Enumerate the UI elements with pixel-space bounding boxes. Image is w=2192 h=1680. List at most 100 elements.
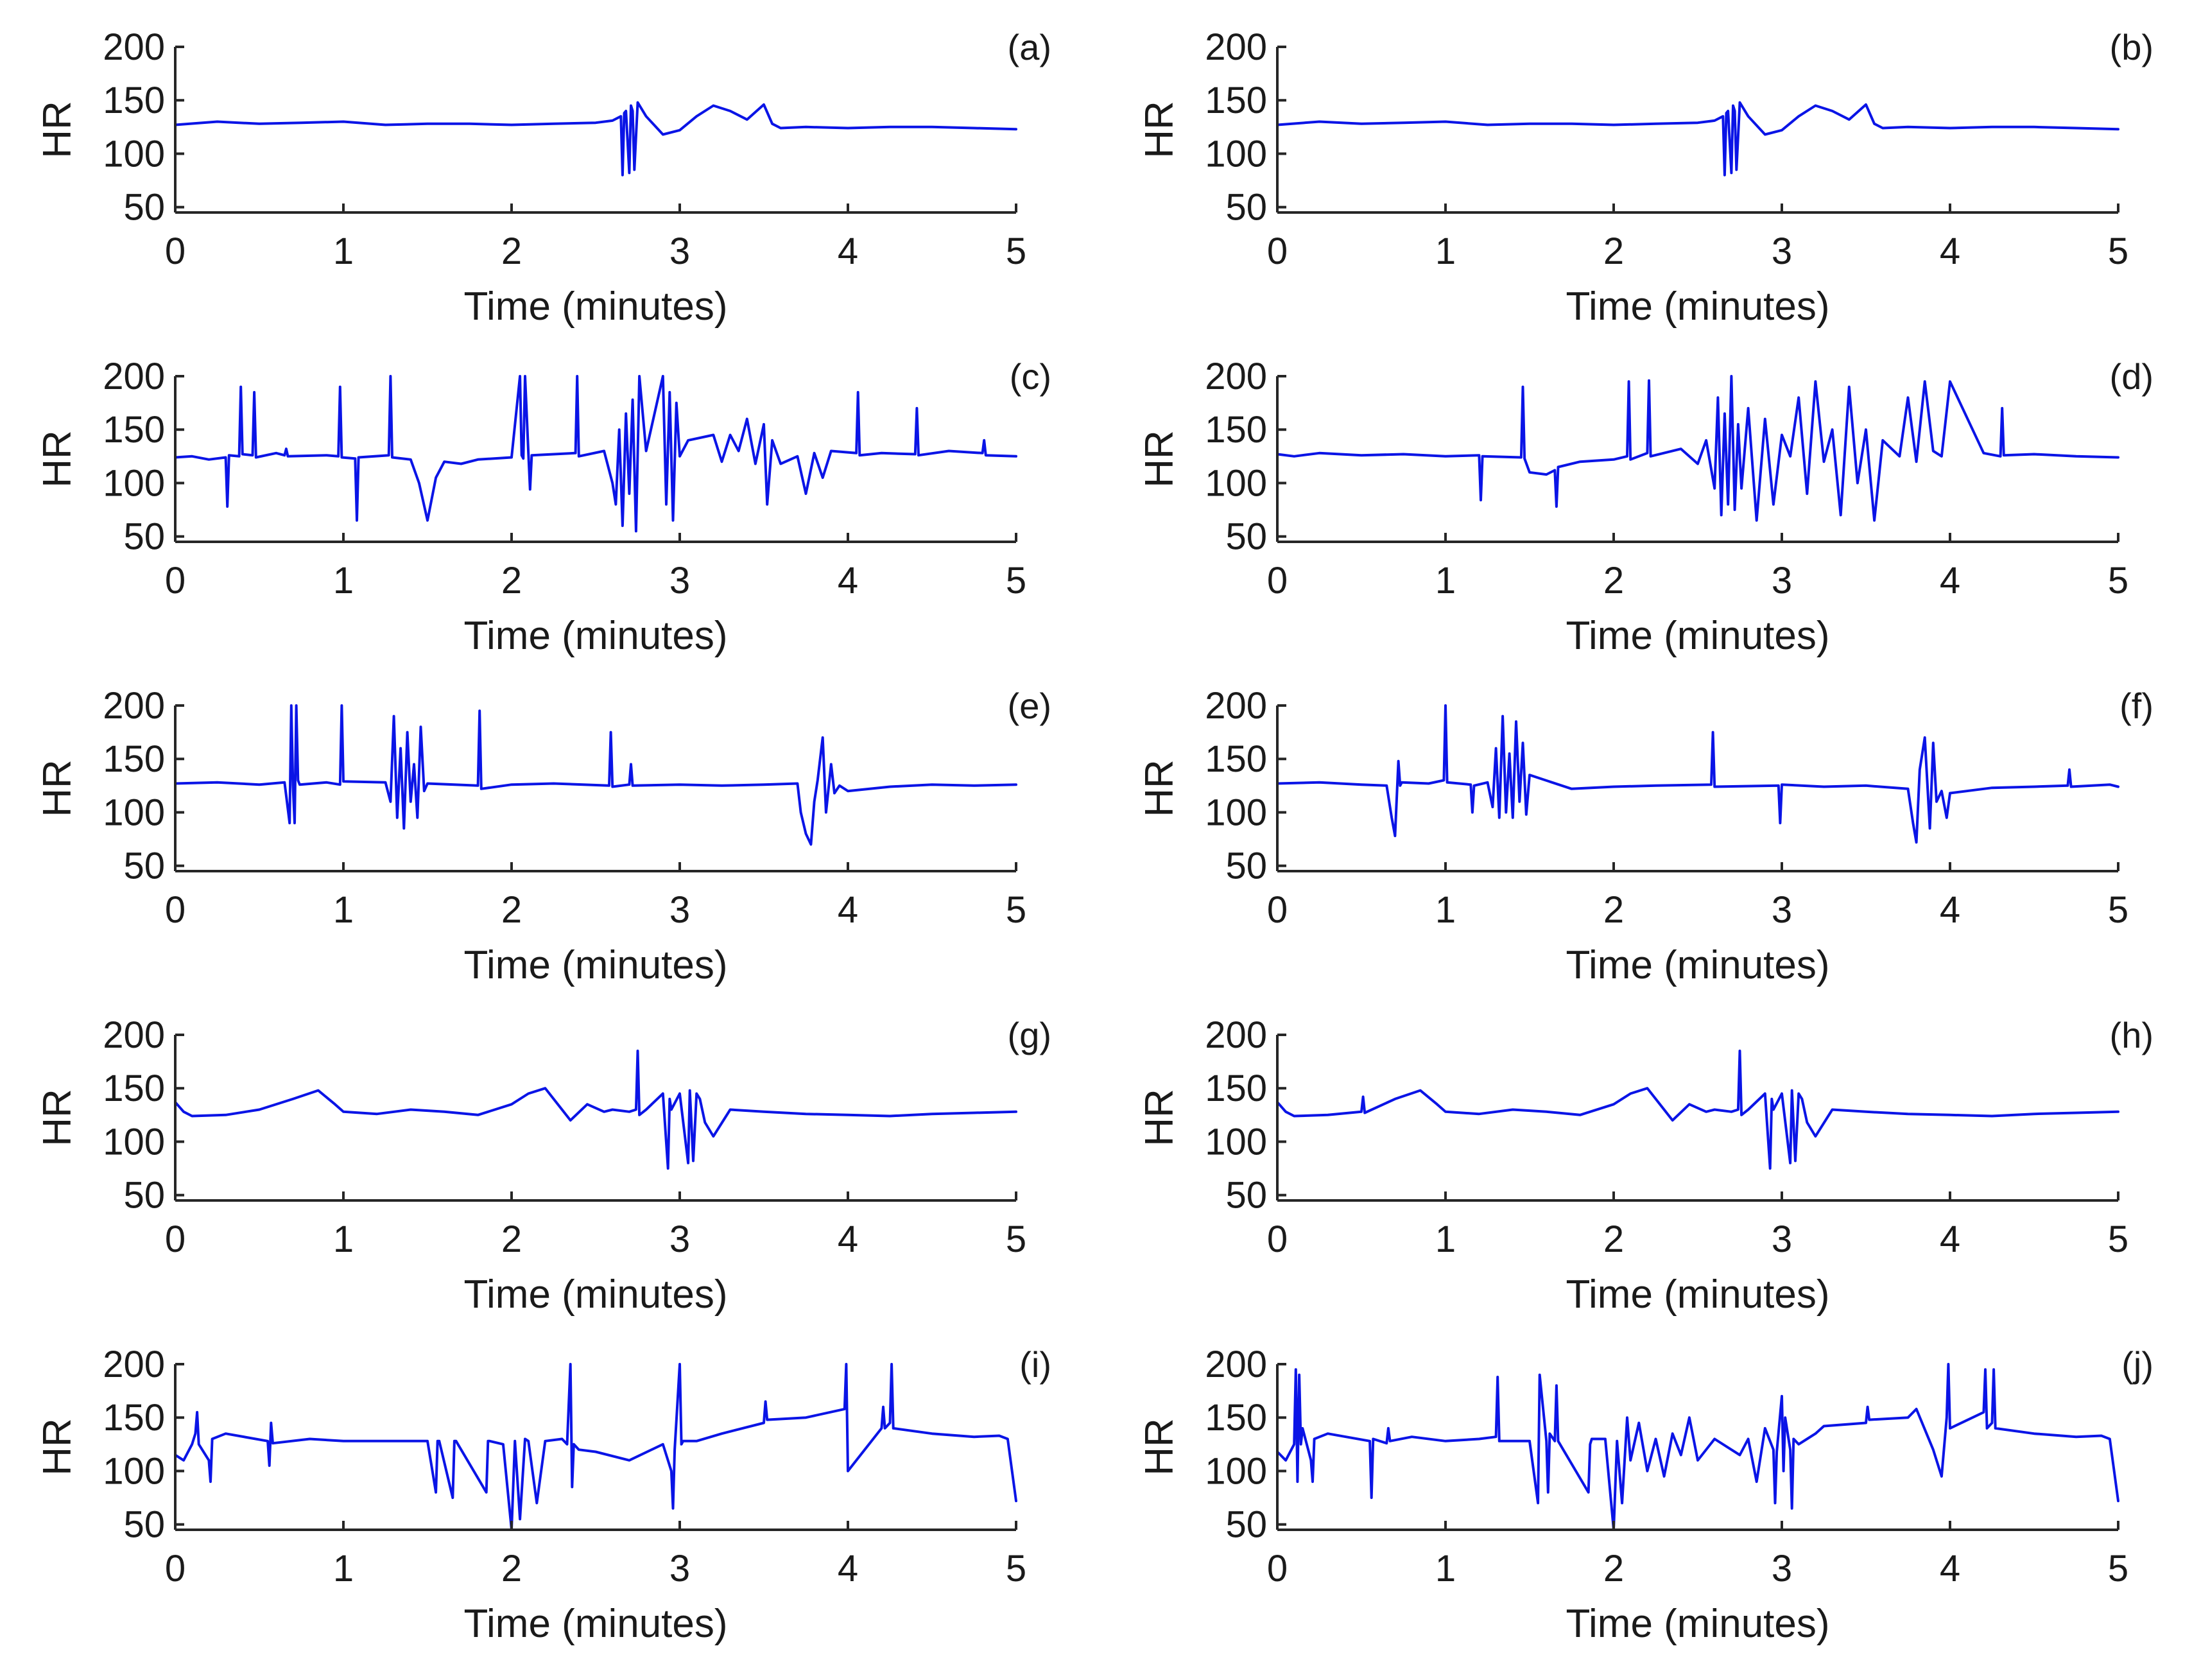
y-tick-label: 200 <box>103 1014 165 1056</box>
x-tick-label: 1 <box>1435 1218 1456 1260</box>
x-tick-label: 0 <box>165 560 186 602</box>
y-axis-label: HR <box>35 430 80 488</box>
y-tick-label: 150 <box>103 80 165 121</box>
y-tick-label: 50 <box>123 1504 165 1546</box>
y-axis-label: HR <box>1137 1418 1182 1476</box>
x-axis-label: Time (minutes) <box>1566 284 1829 329</box>
x-tick-label: 5 <box>2108 230 2128 272</box>
x-tick-label: 0 <box>1267 1218 1288 1260</box>
series-line-hr <box>174 1050 1017 1170</box>
y-tick-label: 200 <box>1205 356 1267 397</box>
x-tick-label: 2 <box>1603 560 1624 602</box>
y-tick-label: 100 <box>103 1450 165 1492</box>
x-tick-label: 5 <box>1006 560 1026 602</box>
panel-label: (e) <box>1008 686 1051 726</box>
x-axis-label: Time (minutes) <box>463 1272 727 1317</box>
x-axis-label: Time (minutes) <box>1566 614 1829 658</box>
y-tick-label: 100 <box>103 1121 165 1163</box>
y-tick-label: 200 <box>1205 1014 1267 1056</box>
x-tick-label: 2 <box>501 1218 522 1260</box>
panel-label: (f) <box>2119 686 2153 726</box>
y-tick-label: 150 <box>103 1068 165 1109</box>
y-tick-label: 100 <box>103 792 165 833</box>
y-tick-label: 50 <box>123 187 165 229</box>
panel-label: (j) <box>2121 1344 2153 1385</box>
y-tick-label: 50 <box>1225 1504 1267 1546</box>
x-tick-label: 2 <box>501 560 522 602</box>
x-tick-label: 5 <box>2108 889 2128 931</box>
x-tick-label: 0 <box>1267 1548 1288 1589</box>
x-tick-label: 5 <box>1006 230 1026 272</box>
y-tick-label: 150 <box>103 1397 165 1439</box>
y-tick-label: 50 <box>123 1175 165 1217</box>
x-tick-label: 0 <box>1267 230 1288 272</box>
y-tick-label: 150 <box>103 738 165 780</box>
x-tick-label: 5 <box>1006 1548 1026 1589</box>
y-tick-label: 150 <box>1205 409 1267 451</box>
x-tick-label: 4 <box>838 1218 858 1260</box>
x-tick-label: 3 <box>1772 230 1792 272</box>
y-axis-label: HR <box>35 1089 80 1147</box>
x-tick-label: 5 <box>1006 1218 1026 1260</box>
panel-label: (a) <box>1008 27 1051 67</box>
y-tick-label: 150 <box>1205 1397 1267 1439</box>
x-tick-label: 2 <box>1603 1548 1624 1589</box>
y-axis-label: HR <box>35 759 80 817</box>
y-axis-label: HR <box>1137 1089 1182 1147</box>
x-tick-label: 2 <box>501 889 522 931</box>
x-tick-label: 0 <box>1267 560 1288 602</box>
x-axis-label: Time (minutes) <box>1566 1272 1829 1317</box>
panel-g: 0 1 2 3 4 5 50 100 150 200 Time (minutes) HR (g) <box>35 1014 1051 1317</box>
x-tick-label: 2 <box>1603 889 1624 931</box>
y-tick-label: 200 <box>103 685 165 727</box>
y-axis-label: HR <box>35 1418 80 1476</box>
panel-d: 0 1 2 3 4 5 50 100 150 200 Time (minutes) HR (d) <box>1137 356 2153 658</box>
y-tick-label: 150 <box>1205 738 1267 780</box>
x-tick-label: 0 <box>165 1218 186 1260</box>
y-tick-label: 150 <box>1205 1068 1267 1109</box>
x-tick-label: 1 <box>1435 560 1456 602</box>
x-tick-label: 2 <box>1603 1218 1624 1260</box>
series-line-hr <box>1276 1363 2119 1531</box>
x-tick-label: 0 <box>165 230 186 272</box>
x-tick-label: 4 <box>838 230 858 272</box>
x-tick-label: 3 <box>1772 560 1792 602</box>
y-tick-label: 150 <box>1205 80 1267 121</box>
x-tick-label: 0 <box>1267 889 1288 931</box>
series-line-hr <box>174 704 1017 846</box>
x-tick-label: 4 <box>1940 560 1960 602</box>
x-tick-label: 1 <box>333 889 354 931</box>
y-tick-label: 50 <box>123 845 165 887</box>
x-tick-label: 3 <box>669 560 690 602</box>
panel-h: 0 1 2 3 4 5 50 100 150 200 Time (minutes) HR (h) <box>1137 1014 2153 1317</box>
x-tick-label: 4 <box>1940 889 1960 931</box>
y-tick-label: 100 <box>103 462 165 504</box>
y-tick-label: 200 <box>103 1344 165 1385</box>
panel-label: (i) <box>1019 1344 1051 1385</box>
series-line-hr <box>1276 704 2119 844</box>
x-tick-label: 1 <box>1435 889 1456 931</box>
x-tick-label: 3 <box>669 889 690 931</box>
y-tick-label: 200 <box>103 26 165 68</box>
x-tick-label: 5 <box>1006 889 1026 931</box>
x-axis-label: Time (minutes) <box>463 614 727 658</box>
x-tick-label: 4 <box>838 889 858 931</box>
x-tick-label: 4 <box>838 1548 858 1589</box>
y-tick-label: 50 <box>1225 516 1267 558</box>
panel-label: (g) <box>1008 1015 1051 1055</box>
x-tick-label: 1 <box>1435 1548 1456 1589</box>
panel-e: 0 1 2 3 4 5 50 100 150 200 Time (minutes) HR (e) <box>35 685 1051 987</box>
panel-label: (h) <box>2110 1015 2153 1055</box>
panel-label: (b) <box>2110 27 2153 67</box>
y-tick-label: 50 <box>1225 187 1267 229</box>
y-tick-label: 100 <box>1205 133 1267 175</box>
x-tick-label: 2 <box>501 1548 522 1589</box>
x-axis-label: Time (minutes) <box>463 284 727 329</box>
y-tick-label: 200 <box>1205 1344 1267 1385</box>
y-tick-label: 200 <box>1205 685 1267 727</box>
x-tick-label: 3 <box>669 1218 690 1260</box>
panel-b: 0 1 2 3 4 5 50 100 150 200 Time (minutes) HR (b) <box>1137 26 2153 329</box>
x-tick-label: 1 <box>333 560 354 602</box>
